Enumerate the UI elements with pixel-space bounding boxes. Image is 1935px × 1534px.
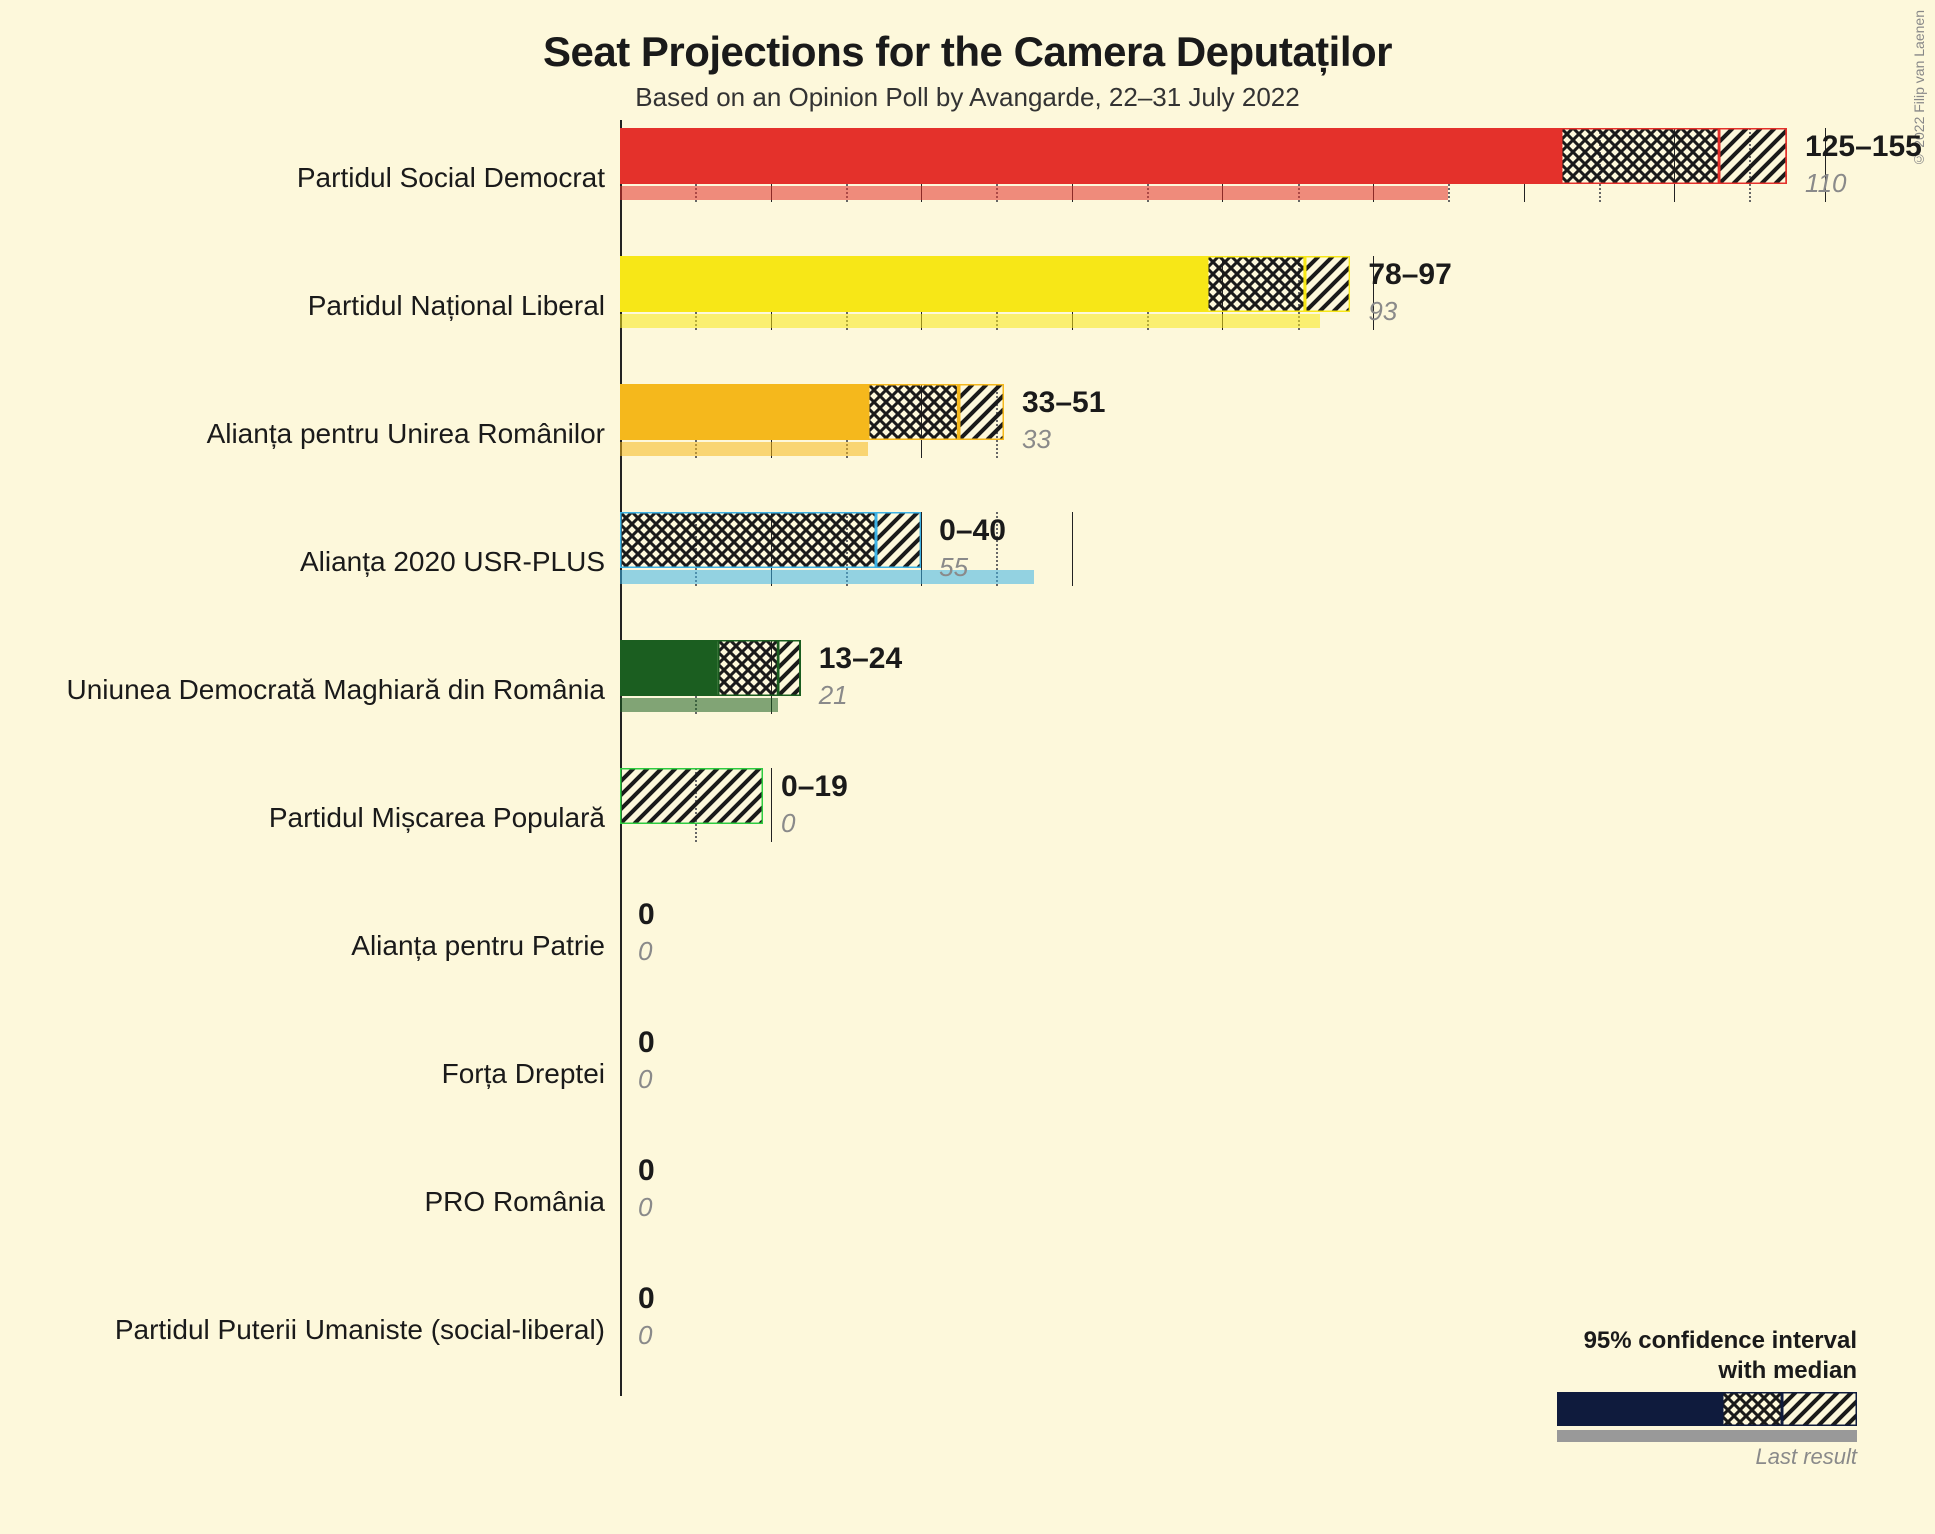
party-label: Alianța pentru Unirea Românilor [207,418,605,450]
last-result-bar [620,186,1448,200]
range-value: 78–97 [1368,258,1451,292]
range-value: 0–19 [781,770,848,804]
chart-subtitle: Based on an Opinion Poll by Avangarde, 2… [0,82,1935,113]
range-value: 0 [638,1026,655,1060]
range-value: 125–155 [1805,130,1922,164]
chart-title: Seat Projections for the Camera Deputați… [0,0,1935,76]
legend-title: 95% confidence interval with median [1477,1326,1857,1386]
range-value: 13–24 [819,642,902,676]
last-value: 55 [939,552,968,583]
party-row: Partidul Mișcarea Populară 0–19 0 [0,760,1935,888]
range-value: 0 [638,1154,655,1188]
last-result-bar [620,314,1320,328]
last-value: 0 [638,1320,652,1351]
party-row: Alianța pentru Patrie 0 0 [0,888,1935,1016]
party-row: Partidul Național Liberal 78–97 93 [0,248,1935,376]
party-row: Alianța 2020 USR-PLUS 0–40 55 [0,504,1935,632]
last-result-bar [620,570,1034,584]
range-value: 0 [638,1282,655,1316]
legend: 95% confidence interval with median Last… [1477,1326,1857,1470]
last-value: 0 [638,936,652,967]
party-label: Partidul Național Liberal [308,290,605,322]
seat-projection-chart: © 2022 Filip van Laenen Seat Projections… [0,0,1935,1534]
last-value: 0 [638,1192,652,1223]
legend-title-line2: with median [1718,1357,1857,1384]
party-row: Partidul Social Democrat 125–155 110 [0,120,1935,248]
last-value: 21 [819,680,848,711]
party-label: Forța Dreptei [442,1058,605,1090]
party-label: PRO România [424,1186,605,1218]
party-row: Uniunea Democrată Maghiară din România 13… [0,632,1935,760]
last-value: 110 [1805,168,1846,199]
last-value: 0 [781,808,795,839]
party-label: Partidul Social Democrat [297,162,605,194]
party-row: Forța Dreptei 0 0 [0,1016,1935,1144]
range-value: 0 [638,898,655,932]
party-label: Alianța pentru Patrie [351,930,605,962]
range-value: 33–51 [1022,386,1105,420]
plot-area: Partidul Social Democrat125–155110Partid… [0,120,1935,1460]
party-label: Partidul Puterii Umaniste (social-libera… [115,1314,605,1346]
range-value: 0–40 [939,514,1006,548]
party-row: Alianța pentru Unirea Românilor 33–51 33 [0,376,1935,504]
legend-last-label: Last result [1477,1444,1857,1470]
party-label: Partidul Mișcarea Populară [269,802,605,834]
last-result-bar [620,442,868,456]
legend-title-line1: 95% confidence interval [1584,1327,1857,1354]
party-label: Uniunea Democrată Maghiară din România [66,674,605,706]
last-value: 33 [1022,424,1051,455]
last-value: 0 [638,1064,652,1095]
party-row: PRO România 0 0 [0,1144,1935,1272]
gridlines [620,640,1900,714]
legend-swatch-ci [1557,1392,1857,1426]
last-value: 93 [1368,296,1397,327]
legend-swatch-last [1557,1430,1857,1442]
party-label: Alianța 2020 USR-PLUS [300,546,605,578]
last-result-bar [620,698,778,712]
